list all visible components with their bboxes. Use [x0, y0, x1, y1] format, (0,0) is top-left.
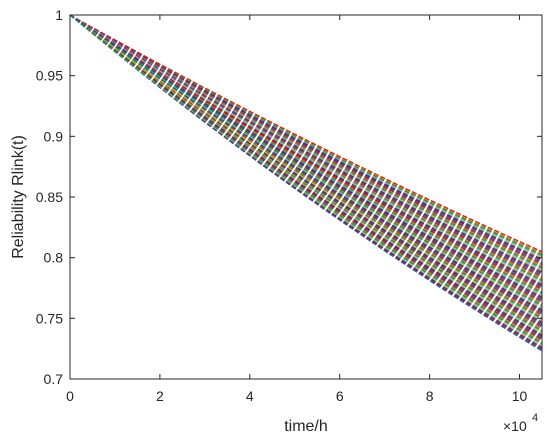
series-line	[69, 14, 543, 255]
series-line	[69, 14, 543, 319]
series-line	[69, 14, 543, 256]
series-line	[69, 14, 543, 275]
x-tick-label: 0	[66, 388, 74, 404]
series-line	[69, 14, 543, 316]
series-line	[69, 14, 543, 265]
series-line	[69, 14, 543, 327]
x-axis-label: time/h	[284, 418, 328, 435]
x-tick-label: 4	[246, 388, 254, 404]
series-line	[69, 14, 543, 254]
series-line	[69, 14, 543, 290]
series-line	[69, 14, 543, 321]
series-line	[69, 14, 543, 259]
series-line	[69, 14, 543, 326]
series-line	[69, 14, 543, 337]
ticks-group: 0 2 4 6 8 10 0.7 0.75 0.8 0.85 0.9 0.95 1	[36, 7, 542, 404]
y-tick-label: 0.9	[44, 128, 64, 144]
y-tick-label: 0.85	[36, 189, 63, 205]
series-line	[69, 14, 543, 260]
series-group	[69, 14, 543, 352]
y-tick-label: 0.75	[36, 310, 63, 326]
series-line	[69, 14, 543, 253]
y-axis-label: Reliability Rlink(t)	[10, 135, 27, 259]
x-tick-label: 10	[512, 388, 528, 404]
series-line	[69, 14, 543, 258]
series-line	[69, 14, 543, 313]
y-tick-label: 0.7	[44, 371, 64, 387]
series-line	[69, 14, 543, 264]
series-line	[69, 14, 543, 345]
x-tick-label: 2	[156, 388, 164, 404]
series-line	[69, 14, 543, 283]
y-tick-label: 1	[55, 7, 63, 23]
series-line	[69, 14, 543, 329]
x-scale-factor: ×10	[503, 418, 527, 434]
x-scale-exponent: 4	[532, 412, 538, 424]
series-line	[69, 14, 543, 312]
series-line	[69, 14, 543, 314]
series-line	[69, 14, 543, 322]
series-line	[69, 14, 543, 261]
series-line	[69, 14, 543, 263]
x-tick-label: 6	[336, 388, 344, 404]
series-line	[69, 14, 543, 324]
series-line	[69, 14, 543, 317]
series-line	[69, 14, 543, 268]
x-tick-label: 8	[426, 388, 434, 404]
series-line	[69, 14, 543, 318]
series-line	[69, 14, 543, 307]
series-line	[69, 14, 543, 323]
y-tick-label: 0.8	[44, 250, 64, 266]
y-tick-label: 0.95	[36, 68, 63, 84]
series-line	[69, 14, 543, 298]
